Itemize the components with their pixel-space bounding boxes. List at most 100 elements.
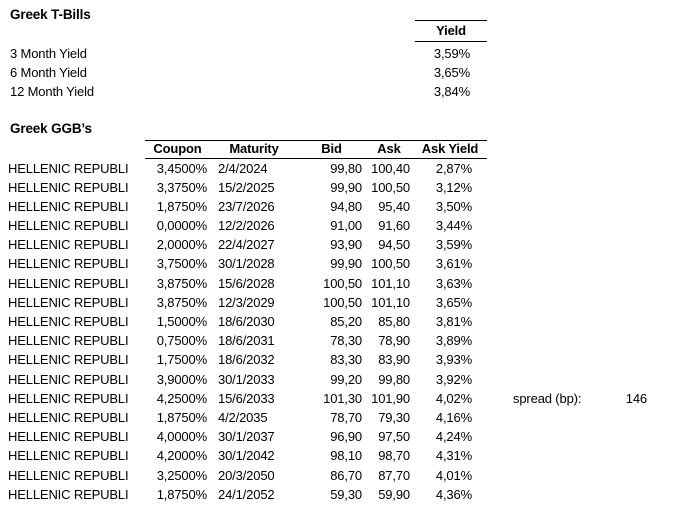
ggb-bond-row: HELLENIC REPUBLI 1,8750% 4/2/2035 78,70 … bbox=[8, 408, 647, 427]
bond-ask-cell: 95,40 bbox=[378, 198, 410, 214]
bond-bid-cell: 78,30 bbox=[330, 333, 362, 349]
bond-coupon-cell: 1,7500% bbox=[156, 352, 207, 368]
bond-name-cell: HELLENIC REPUBLI bbox=[8, 333, 129, 349]
bond-maturity-cell: 12/3/2029 bbox=[218, 294, 275, 310]
bond-ask-yield-cell: 4,36% bbox=[435, 486, 472, 502]
bond-maturity-cell: 23/7/2026 bbox=[218, 198, 275, 214]
bond-ask-yield-cell: 3,92% bbox=[435, 371, 472, 387]
bond-coupon-cell: 1,8750% bbox=[156, 409, 207, 425]
ggb-bond-row: HELLENIC REPUBLI 0,7500% 18/6/2031 78,30… bbox=[8, 331, 647, 350]
bond-ask-cell: 59,90 bbox=[378, 486, 410, 502]
bond-coupon-cell: 0,7500% bbox=[156, 333, 207, 349]
bond-name-cell: HELLENIC REPUBLI bbox=[8, 352, 129, 368]
bond-name-cell: HELLENIC REPUBLI bbox=[8, 237, 129, 253]
bond-ask-yield-cell: 3,65% bbox=[435, 294, 472, 310]
column-header-coupon: Coupon bbox=[153, 141, 202, 156]
bond-coupon-cell: 1,8750% bbox=[156, 198, 207, 214]
tbill-row-yield-value: 3,59% bbox=[433, 46, 470, 61]
bond-name-cell: HELLENIC REPUBLI bbox=[8, 218, 129, 234]
bond-name-cell: HELLENIC REPUBLI bbox=[8, 429, 129, 445]
tbill-row-label: 6 Month Yield bbox=[10, 65, 87, 81]
tbills-yield-column-header: Yield bbox=[415, 20, 487, 42]
bond-ask-yield-cell: 4,01% bbox=[435, 467, 472, 483]
bond-maturity-cell: 24/1/2052 bbox=[218, 486, 275, 502]
ggbs-table-header: Coupon Maturity Bid Ask Ask Yield bbox=[145, 140, 487, 159]
bond-ask-cell: 101,10 bbox=[371, 275, 410, 291]
bond-coupon-cell: 3,8750% bbox=[156, 294, 207, 310]
bond-ask-yield-cell: 3,59% bbox=[435, 237, 472, 253]
tbill-row-label: 3 Month Yield bbox=[10, 46, 87, 61]
column-header-maturity: Maturity bbox=[229, 141, 279, 156]
bond-ask-cell: 100,50 bbox=[371, 179, 410, 195]
bond-name-cell: HELLENIC REPUBLI bbox=[8, 256, 129, 272]
bond-ask-cell: 101,10 bbox=[371, 294, 410, 310]
column-header-ask: Ask bbox=[377, 141, 401, 156]
tbills-rows: 3 Month Yield 3,59% 6 Month Yield 3,65% … bbox=[0, 44, 487, 102]
bond-maturity-cell: 18/6/2032 bbox=[218, 352, 275, 368]
ggb-bond-row: HELLENIC REPUBLI 0,0000% 12/2/2026 91,00… bbox=[8, 216, 647, 235]
bond-name-cell: HELLENIC REPUBLI bbox=[8, 409, 129, 425]
bond-bid-cell: 94,80 bbox=[330, 198, 362, 214]
bond-maturity-cell: 15/6/2028 bbox=[218, 275, 275, 291]
ggb-bond-row: HELLENIC REPUBLI 2,0000% 22/4/2027 93,90… bbox=[8, 235, 647, 254]
bond-ask-cell: 91,60 bbox=[378, 218, 410, 234]
bond-coupon-cell: 1,8750% bbox=[156, 486, 207, 502]
column-header-bid: Bid bbox=[321, 141, 342, 156]
spread-value: 146 bbox=[625, 391, 647, 406]
tbill-row: 6 Month Yield 3,65% bbox=[0, 63, 487, 82]
bond-ask-cell: 85,80 bbox=[378, 314, 410, 329]
ggb-bond-row: HELLENIC REPUBLI 3,9000% 30/1/2033 99,20… bbox=[8, 370, 647, 389]
bond-coupon-cell: 4,0000% bbox=[156, 429, 207, 445]
bond-bid-cell: 99,20 bbox=[330, 371, 362, 387]
bond-maturity-cell: 18/6/2031 bbox=[218, 333, 275, 349]
bond-coupon-cell: 4,2000% bbox=[156, 448, 207, 464]
column-header-ask-yield: Ask Yield bbox=[421, 141, 479, 156]
tbill-row: 3 Month Yield 3,59% bbox=[0, 44, 487, 63]
bond-name-cell: HELLENIC REPUBLI bbox=[8, 314, 129, 329]
bond-bid-cell: 100,50 bbox=[323, 275, 362, 291]
bond-ask-cell: 99,80 bbox=[378, 371, 410, 387]
bond-name-cell: HELLENIC REPUBLI bbox=[8, 371, 129, 387]
bond-ask-cell: 87,70 bbox=[378, 467, 410, 483]
bond-coupon-cell: 3,2500% bbox=[156, 467, 207, 483]
tbills-section-title: Greek T-Bills bbox=[10, 7, 91, 22]
bond-ask-yield-cell: 4,02% bbox=[435, 390, 472, 406]
bond-coupon-cell: 1,5000% bbox=[156, 314, 207, 329]
bond-maturity-cell: 30/1/2033 bbox=[218, 371, 275, 387]
bond-ask-cell: 79,30 bbox=[378, 409, 410, 425]
bond-maturity-cell: 15/2/2025 bbox=[218, 179, 275, 195]
bond-ask-cell: 94,50 bbox=[378, 237, 410, 253]
bond-ask-yield-cell: 3,50% bbox=[435, 198, 472, 214]
bond-maturity-cell: 30/1/2028 bbox=[218, 256, 275, 272]
bond-name-cell: HELLENIC REPUBLI bbox=[8, 448, 129, 464]
bond-ask-yield-cell: 3,81% bbox=[435, 314, 472, 329]
bond-bid-cell: 93,90 bbox=[330, 237, 362, 253]
bond-ask-cell: 100,50 bbox=[371, 256, 410, 272]
bond-bid-cell: 78,70 bbox=[330, 409, 362, 425]
bond-name-cell: HELLENIC REPUBLI bbox=[8, 275, 129, 291]
bond-bid-cell: 100,50 bbox=[323, 294, 362, 310]
ggb-bond-row: HELLENIC REPUBLI 4,2000% 30/1/2042 98,10… bbox=[8, 446, 647, 465]
ggb-bond-row: HELLENIC REPUBLI 1,8750% 23/7/2026 94,80… bbox=[8, 197, 647, 216]
ggb-bond-row: HELLENIC REPUBLI 1,8750% 24/1/2052 59,30… bbox=[8, 485, 647, 504]
ggb-bond-row: HELLENIC REPUBLI 3,7500% 30/1/2028 99,90… bbox=[8, 254, 647, 273]
bond-ask-cell: 78,90 bbox=[378, 333, 410, 349]
bond-ask-yield-cell: 3,61% bbox=[435, 256, 472, 272]
bond-ask-yield-cell: 3,89% bbox=[435, 333, 472, 349]
bond-bid-cell: 96,90 bbox=[330, 429, 362, 445]
bond-coupon-cell: 3,8750% bbox=[156, 275, 207, 291]
bond-ask-cell: 98,70 bbox=[378, 448, 410, 464]
spread-annotation: spread (bp): 146 bbox=[513, 389, 647, 408]
bond-name-cell: HELLENIC REPUBLI bbox=[8, 390, 129, 406]
ggb-bond-row: HELLENIC REPUBLI 3,2500% 20/3/2050 86,70… bbox=[8, 466, 647, 485]
bond-coupon-cell: 2,0000% bbox=[156, 237, 207, 253]
bond-coupon-cell: 3,7500% bbox=[156, 256, 207, 272]
bond-maturity-cell: 15/6/2033 bbox=[218, 390, 275, 406]
ggbs-section-title: Greek GGB’s bbox=[10, 121, 92, 136]
bond-maturity-cell: 30/1/2037 bbox=[218, 429, 275, 445]
ggb-bond-row: HELLENIC REPUBLI 3,8750% 15/6/2028 100,5… bbox=[8, 274, 647, 293]
ggb-bond-row: HELLENIC REPUBLI 1,5000% 18/6/2030 85,20… bbox=[8, 312, 647, 331]
bond-maturity-cell: 4/2/2035 bbox=[218, 409, 268, 425]
bond-coupon-cell: 3,3750% bbox=[156, 179, 207, 195]
bond-maturity-cell: 18/6/2030 bbox=[218, 314, 275, 329]
